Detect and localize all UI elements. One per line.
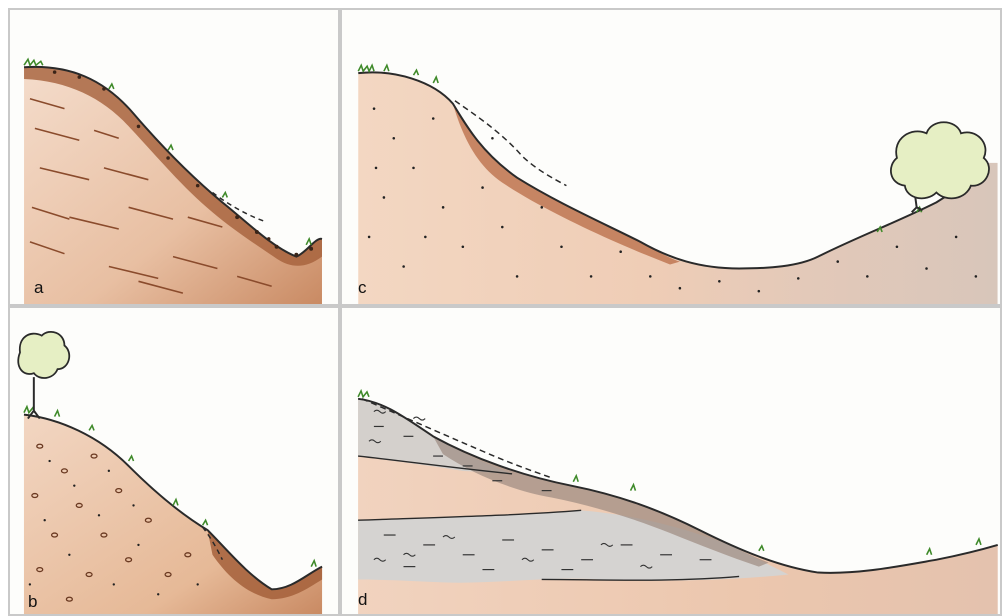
tree-trunk <box>27 377 41 420</box>
panel-d-illustration <box>357 388 999 614</box>
colluvium-layer <box>24 66 322 266</box>
former-surface-dashed <box>202 526 224 561</box>
layer-contact-1 <box>358 455 513 475</box>
panel-c: c <box>340 8 1002 306</box>
grass-tufts <box>23 404 317 567</box>
bedding-strokes <box>29 98 272 294</box>
bedrock-layer <box>24 66 322 304</box>
colluvium-clasts <box>52 70 314 257</box>
surface-outline <box>358 71 987 270</box>
wavy-marks <box>368 409 653 569</box>
gravel-clasts <box>31 443 192 602</box>
slope-deposit <box>433 436 769 567</box>
panel-label-b: b <box>28 592 38 611</box>
laminae-dashes <box>373 425 712 571</box>
former-surface-dashed <box>454 100 567 187</box>
surface-outline <box>357 397 999 574</box>
tree-foliage <box>17 331 71 379</box>
grass-tufts <box>23 57 312 246</box>
surface-outline <box>23 413 323 591</box>
former-surface-dashed <box>212 191 267 223</box>
panel-b-illustration <box>17 331 323 614</box>
layer-contact-3 <box>541 575 740 581</box>
panel-a: a <box>8 8 340 306</box>
tree-foliage <box>890 121 990 200</box>
sediment-dots <box>28 459 199 596</box>
former-surface-dashed <box>361 398 552 479</box>
layer-contact-2 <box>358 509 582 521</box>
grass-tufts <box>357 388 982 556</box>
tree-c <box>890 121 990 213</box>
panel-d: d <box>340 306 1002 616</box>
grass-tufts <box>357 63 962 233</box>
panel-b: b <box>8 306 340 616</box>
panel-c-illustration <box>357 63 998 304</box>
panel-label-a: a <box>34 278 44 297</box>
tree-b <box>17 331 71 420</box>
ground-body <box>358 72 998 304</box>
soil-body <box>23 414 323 614</box>
grey-layer-lower <box>358 510 789 583</box>
slope-outline <box>23 65 323 258</box>
sediment-dots <box>367 107 978 293</box>
panel-label-d: d <box>358 590 368 609</box>
panel-label-c: c <box>358 278 367 297</box>
grey-layer-upper <box>358 398 513 474</box>
panel-a-illustration <box>23 57 323 304</box>
